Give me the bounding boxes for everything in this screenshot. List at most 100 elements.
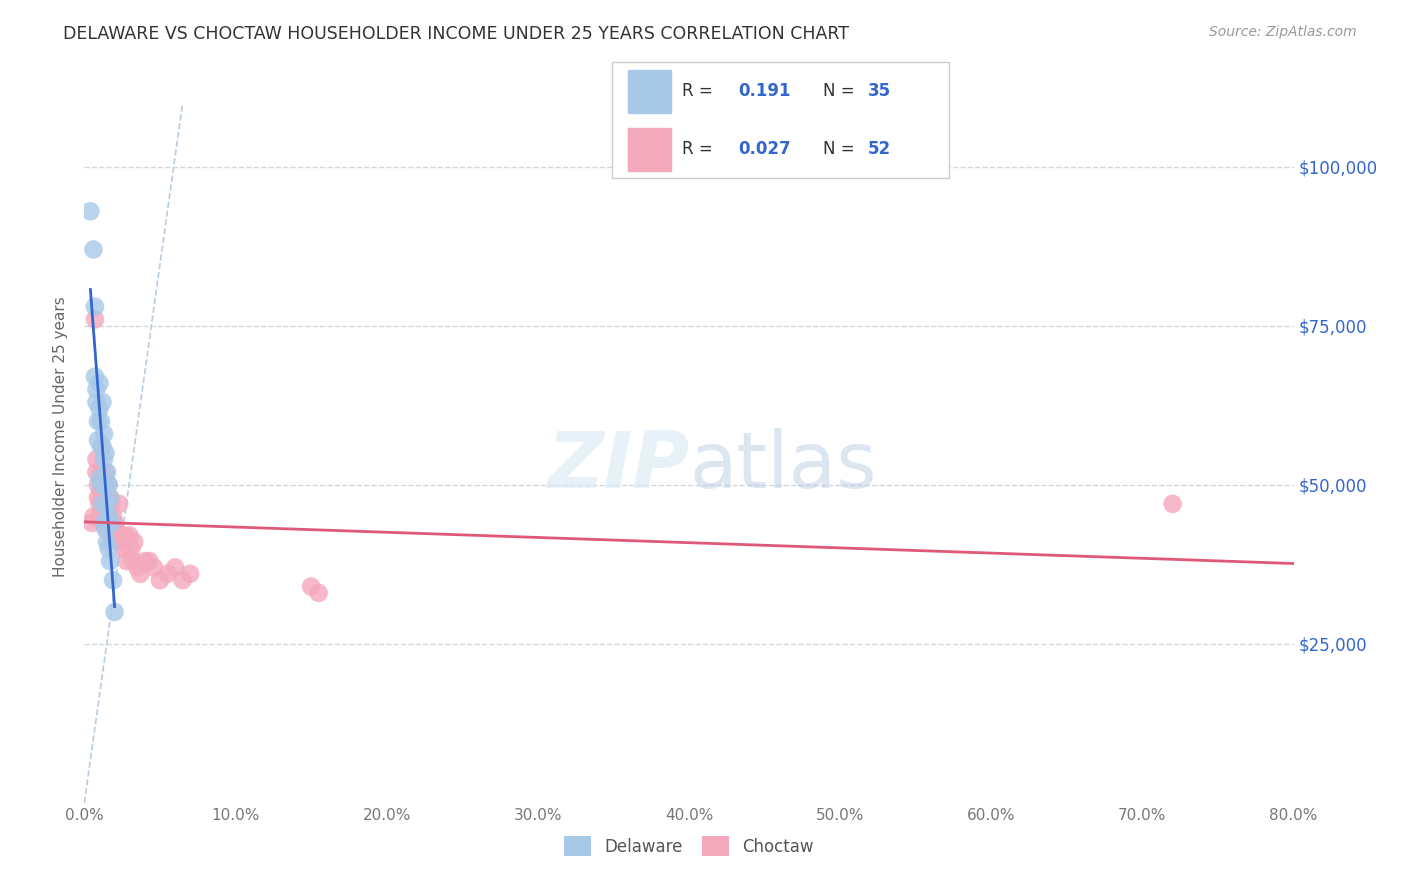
Point xyxy=(97,477,120,491)
Point xyxy=(86,383,108,397)
Point xyxy=(94,446,117,460)
Point xyxy=(90,440,112,454)
Point xyxy=(165,560,187,574)
Y-axis label: Householder Income Under 25 years: Householder Income Under 25 years xyxy=(53,297,69,577)
Point xyxy=(108,497,131,511)
Point xyxy=(149,573,172,587)
Point xyxy=(96,491,118,505)
Point xyxy=(94,465,117,479)
Point xyxy=(172,573,194,587)
Point xyxy=(89,376,111,390)
Point xyxy=(90,484,112,499)
Legend: Delaware, Choctaw: Delaware, Choctaw xyxy=(555,828,823,864)
Point xyxy=(94,509,117,524)
Point xyxy=(91,395,114,409)
Point xyxy=(87,477,110,491)
Point xyxy=(96,497,118,511)
Point xyxy=(138,554,160,568)
Point xyxy=(111,529,134,543)
Point xyxy=(96,535,118,549)
Point xyxy=(100,497,122,511)
Point xyxy=(86,465,108,479)
Point xyxy=(127,560,149,574)
Text: 52: 52 xyxy=(868,140,890,159)
Point xyxy=(299,580,322,594)
Point xyxy=(94,477,117,491)
Point xyxy=(129,566,152,581)
Point xyxy=(89,497,111,511)
Point xyxy=(101,509,124,524)
Point xyxy=(100,529,122,543)
Point xyxy=(91,440,114,454)
Point xyxy=(93,477,115,491)
Point xyxy=(97,541,120,556)
Point xyxy=(118,529,141,543)
Point xyxy=(93,426,115,441)
Point xyxy=(105,522,128,536)
Text: 35: 35 xyxy=(868,82,890,101)
Point xyxy=(1161,497,1184,511)
Point xyxy=(179,566,201,581)
Point xyxy=(96,522,118,536)
Point xyxy=(104,516,127,530)
Point xyxy=(97,477,120,491)
Point xyxy=(87,491,110,505)
Point xyxy=(93,497,115,511)
Text: N =: N = xyxy=(823,82,859,101)
Point xyxy=(114,529,136,543)
Point xyxy=(86,452,108,467)
Point xyxy=(110,535,132,549)
Text: N =: N = xyxy=(823,140,859,159)
Point xyxy=(89,509,111,524)
Text: DELAWARE VS CHOCTAW HOUSEHOLDER INCOME UNDER 25 YEARS CORRELATION CHART: DELAWARE VS CHOCTAW HOUSEHOLDER INCOME U… xyxy=(63,25,849,43)
Point xyxy=(93,452,115,467)
Point xyxy=(89,401,111,416)
Point xyxy=(84,369,107,384)
Point xyxy=(89,471,111,485)
Point xyxy=(80,516,103,530)
Text: Source: ZipAtlas.com: Source: ZipAtlas.com xyxy=(1209,25,1357,39)
Point xyxy=(156,566,179,581)
Point xyxy=(121,554,143,568)
Point xyxy=(79,204,101,219)
Point xyxy=(142,560,165,574)
Point xyxy=(120,541,142,556)
Point xyxy=(93,477,115,491)
Point xyxy=(115,554,138,568)
Text: 0.027: 0.027 xyxy=(738,140,790,159)
Point xyxy=(84,300,107,314)
Point xyxy=(82,243,104,257)
Point xyxy=(90,477,112,491)
Point xyxy=(104,605,127,619)
Text: R =: R = xyxy=(682,140,723,159)
Point xyxy=(87,434,110,448)
Point xyxy=(97,509,120,524)
Point xyxy=(98,554,121,568)
Point xyxy=(91,497,114,511)
Point xyxy=(84,312,107,326)
Point xyxy=(90,465,112,479)
Point xyxy=(134,554,156,568)
Point xyxy=(87,414,110,428)
Point xyxy=(97,503,120,517)
Point xyxy=(98,491,121,505)
Point xyxy=(96,465,118,479)
Text: atlas: atlas xyxy=(689,428,876,504)
Point xyxy=(93,516,115,530)
Point xyxy=(122,535,145,549)
Point xyxy=(98,516,121,530)
Text: ZIP: ZIP xyxy=(547,428,689,504)
Point xyxy=(112,541,135,556)
Point xyxy=(107,529,129,543)
Point xyxy=(100,516,122,530)
Point xyxy=(98,491,121,505)
Point xyxy=(91,497,114,511)
Point xyxy=(91,516,114,530)
Point xyxy=(101,573,124,587)
Point xyxy=(86,395,108,409)
Text: 0.191: 0.191 xyxy=(738,82,790,101)
Point xyxy=(94,522,117,536)
Point xyxy=(308,586,330,600)
Text: R =: R = xyxy=(682,82,723,101)
Point xyxy=(82,509,104,524)
